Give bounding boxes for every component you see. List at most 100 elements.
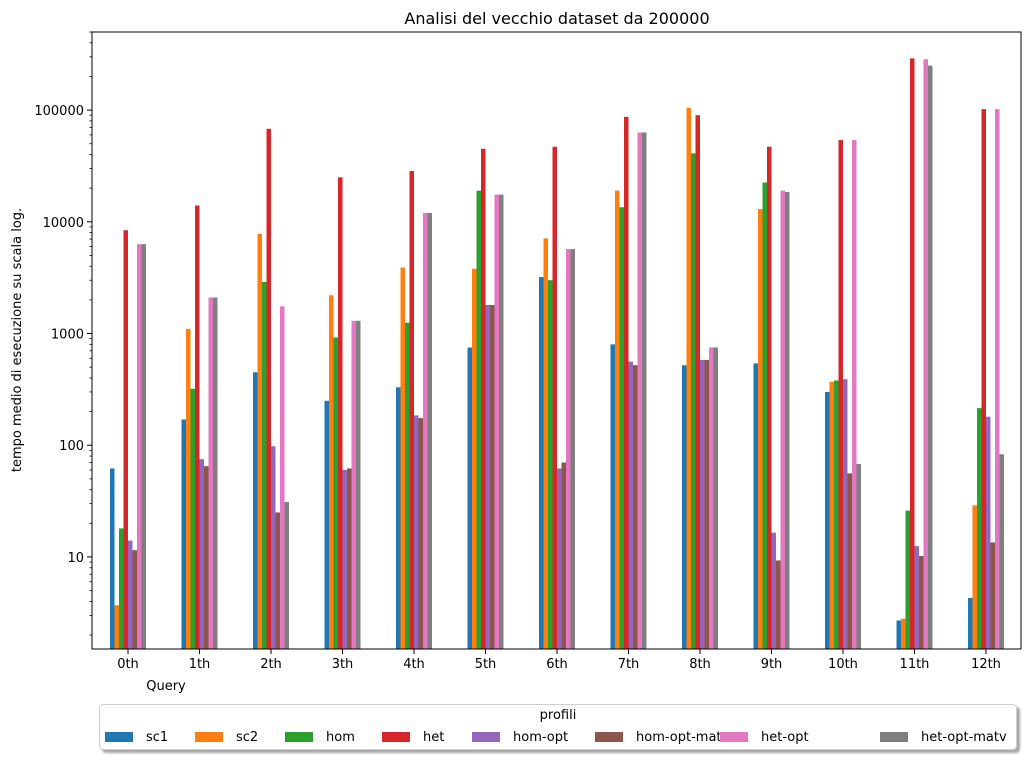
bar-het-opt-matv-6th	[570, 249, 575, 649]
bar-sc1-9th	[753, 363, 758, 649]
bar-sc2-0th	[114, 605, 119, 649]
bar-sc1-4th	[396, 387, 401, 649]
legend-item-het-opt-matv: het-opt-matv	[880, 729, 1007, 745]
y-axis-title: tempo medio di esecuzione su scala log.	[10, 208, 25, 472]
chart-title: Analisi del vecchio dataset da 200000	[404, 9, 709, 28]
legend-label: het	[423, 729, 445, 745]
bar-sc2-11th	[901, 618, 906, 649]
bar-hom-opt-matv-6th	[561, 462, 566, 649]
bar-het-opt-matv-12th	[999, 454, 1004, 649]
legend-label: het-opt-matv	[921, 729, 1007, 745]
legend-label: het-opt	[761, 729, 809, 745]
legend-label: sc2	[236, 729, 259, 745]
bar-hom-opt-3th	[342, 470, 347, 649]
bar-het-7th	[624, 116, 629, 650]
x-tick-label: 4th	[403, 657, 425, 672]
bar-sc1-12th	[968, 597, 973, 649]
bar-sc1-2th	[253, 372, 258, 649]
legend: profili sc1 sc2 hom het hom-opt hom-opt-matv h…	[99, 704, 1017, 750]
bar-hom-opt-matv-0th	[132, 550, 137, 649]
bar-hom-opt-matv-4th	[418, 418, 423, 649]
bar-sc2-1th	[186, 328, 191, 649]
bar-het-opt-matv-9th	[785, 191, 790, 649]
legend-swatch	[195, 732, 223, 742]
bar-het-opt-matv-11th	[928, 65, 933, 649]
bar-hom-12th	[977, 408, 982, 649]
bar-hom-opt-11th	[914, 546, 919, 649]
bar-het-6th	[552, 146, 557, 649]
bar-hom-opt-9th	[771, 532, 776, 649]
bar-het-opt-12th	[995, 109, 1000, 649]
bar-sc1-3th	[324, 400, 329, 649]
x-tick-label: 8th	[689, 657, 711, 672]
bar-het-opt-matv-0th	[141, 244, 146, 649]
x-tick-label: 5th	[475, 657, 497, 672]
bar-hom-3th	[333, 337, 338, 649]
legend-swatch	[105, 732, 133, 742]
bar-sc2-12th	[972, 505, 977, 649]
legend-item-het: het	[382, 729, 444, 745]
bar-sc1-6th	[539, 277, 544, 649]
bar-het-opt-matv-1th	[213, 297, 218, 649]
x-tick-label: 1th	[189, 657, 211, 672]
legend-swatch	[382, 732, 410, 742]
bar-het-opt-matv-3th	[356, 320, 361, 649]
bar-het-opt-3th	[351, 320, 356, 649]
bar-hom-opt-10th	[843, 379, 848, 649]
x-tick-label: 0th	[117, 657, 139, 672]
bar-sc1-10th	[825, 391, 830, 649]
x-tick-label: 11th	[900, 657, 930, 672]
legend-item-sc1: sc1	[105, 729, 168, 745]
bar-hom-11th	[905, 510, 910, 649]
bar-hom-opt-2th	[271, 446, 276, 649]
bar-sc2-4th	[400, 267, 405, 649]
legend-label: hom	[326, 729, 355, 745]
y-tick-label: 100	[59, 439, 84, 454]
bars-group	[110, 58, 1004, 650]
x-axis: 0th 1th 2th 3th 4th 5th 6th 7th 8th 9th 10th 11th 12…	[117, 649, 1001, 672]
bar-hom-opt-matv-8th	[704, 359, 709, 649]
bar-het-opt-10th	[852, 139, 857, 650]
bar-sc1-7th	[610, 344, 615, 649]
bar-sc2-7th	[615, 190, 620, 649]
bar-hom-opt-matv-2th	[275, 512, 280, 649]
bar-het-2th	[266, 128, 271, 650]
bar-het-8th	[695, 115, 700, 649]
legend-item-hom-opt-matv: hom-opt-matv	[595, 729, 729, 745]
legend-label: hom-opt	[513, 729, 569, 745]
x-tick-label: 10th	[828, 657, 858, 672]
bar-hom-7th	[619, 207, 624, 650]
bar-sc1-11th	[896, 620, 901, 649]
bar-het-opt-11th	[923, 59, 928, 649]
bar-het-opt-matv-5th	[499, 194, 504, 649]
bar-hom-8th	[691, 153, 696, 649]
bar-hom-opt-8th	[700, 359, 705, 649]
bar-het-opt-0th	[137, 244, 142, 649]
bar-sc1-1th	[181, 419, 186, 649]
bar-hom-opt-matv-9th	[776, 560, 781, 649]
bar-sc2-2th	[257, 233, 262, 650]
bar-het-opt-8th	[709, 347, 714, 649]
legend-label: sc1	[146, 729, 169, 745]
legend-title: profili	[539, 708, 577, 723]
bar-sc2-9th	[758, 209, 763, 649]
bar-het-opt-matv-10th	[856, 463, 861, 649]
bar-het-3th	[338, 177, 343, 649]
bar-hom-5th	[476, 190, 481, 649]
bar-hom-4th	[405, 322, 410, 649]
x-tick-label: 7th	[618, 657, 640, 672]
bar-hom-opt-matv-7th	[633, 365, 638, 649]
y-tick-label: 10	[67, 551, 84, 566]
bar-sc1-0th	[110, 468, 115, 649]
bar-het-opt-5th	[494, 194, 499, 649]
bar-sc1-5th	[467, 347, 472, 649]
bar-het-opt-matv-2th	[284, 502, 289, 649]
bar-het-opt-2th	[280, 306, 285, 649]
bar-hom-opt-matv-1th	[204, 466, 209, 649]
y-tick-label: 1000	[51, 328, 84, 343]
bar-het-12th	[981, 109, 986, 649]
bar-hom-opt-matv-12th	[990, 542, 995, 649]
y-tick-label: 10000	[43, 216, 84, 231]
bar-het-opt-9th	[780, 190, 785, 649]
